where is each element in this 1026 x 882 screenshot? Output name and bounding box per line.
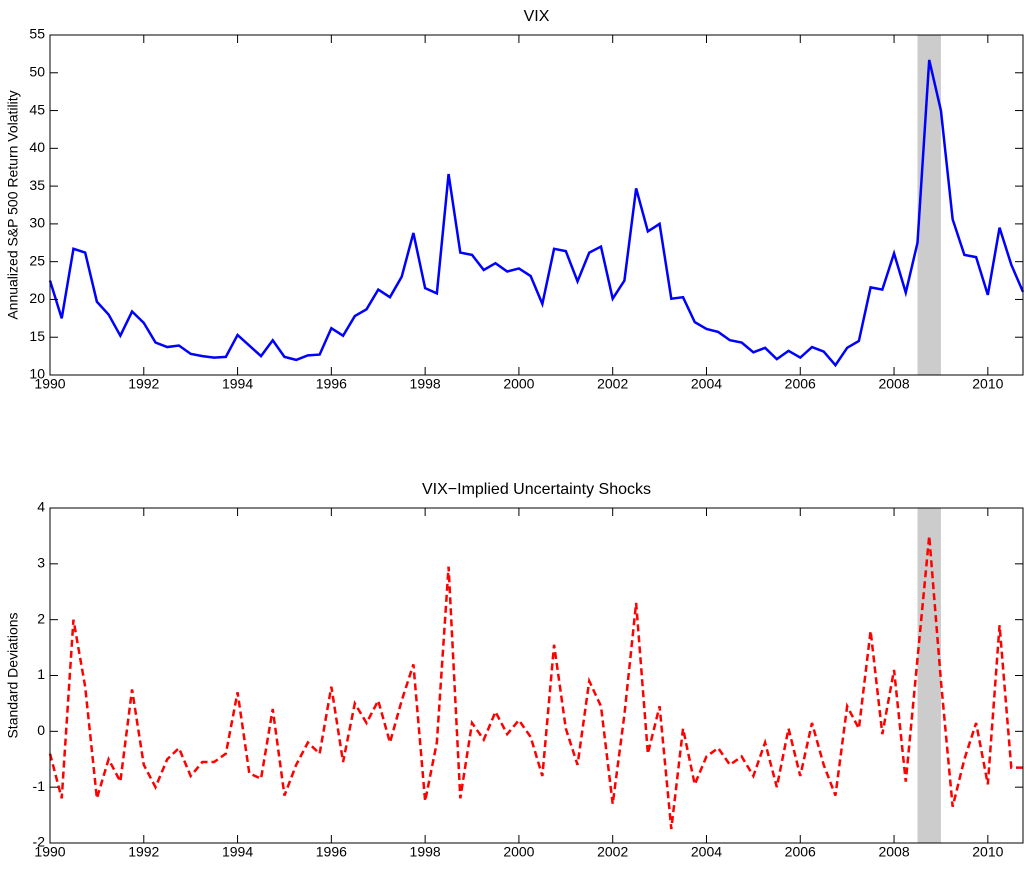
y-tick-label: 40 [29, 139, 45, 155]
y-tick-label: 4 [37, 499, 45, 515]
x-tick-label: 1990 [34, 844, 65, 860]
series-line [48, 59, 1025, 368]
x-tick-label: 2000 [503, 844, 534, 860]
x-tick-label: 2010 [972, 376, 1003, 392]
y-tick-label: 10 [29, 366, 45, 382]
y-tick-label: 55 [29, 26, 45, 42]
x-tick-label: 2004 [691, 376, 722, 392]
y-tick-label: 0 [37, 722, 45, 738]
y-tick-label: 35 [29, 177, 45, 193]
y-axis-label: Standard Deviations [5, 612, 21, 738]
x-tick-label: 2006 [785, 844, 816, 860]
highlight-band [917, 508, 941, 843]
y-tick-label: 20 [29, 290, 45, 306]
y-tick-label: 2 [37, 610, 45, 626]
x-tick-label: 1990 [34, 376, 65, 392]
x-tick-label: 1996 [316, 376, 347, 392]
axes-box [49, 34, 1024, 376]
x-tick-label: 1992 [128, 844, 159, 860]
x-tick-label: 2008 [878, 844, 909, 860]
y-tick-label: 50 [29, 63, 45, 79]
x-tick-label: 1992 [128, 376, 159, 392]
x-tick-label: 2010 [972, 844, 1003, 860]
x-tick-label: 1998 [410, 376, 441, 392]
highlight-band [917, 35, 941, 375]
y-tick-label: 30 [29, 215, 45, 231]
x-tick-label: 2004 [691, 844, 722, 860]
x-tick-label: 1998 [410, 844, 441, 860]
y-tick-label: 3 [37, 555, 45, 571]
y-tick-label: 25 [29, 252, 45, 268]
x-tick-label: 2008 [878, 376, 909, 392]
y-tick-label: 45 [29, 101, 45, 117]
x-tick-label: 2002 [597, 844, 628, 860]
y-axis-label: Annualized S&P 500 Return Volatility [5, 90, 21, 319]
chart-title: VIX [524, 8, 550, 25]
y-tick-label: 1 [37, 666, 45, 682]
x-tick-label: 2000 [503, 376, 534, 392]
chart-title: VIX−Implied Uncertainty Shocks [422, 481, 651, 498]
x-tick-label: 1994 [222, 844, 253, 860]
y-tick-label: 15 [29, 328, 45, 344]
x-tick-label: 2002 [597, 376, 628, 392]
y-tick-label: -2 [33, 834, 46, 850]
x-tick-label: 1996 [316, 844, 347, 860]
x-tick-label: 1994 [222, 376, 253, 392]
y-tick-label: -1 [33, 778, 46, 794]
x-tick-label: 2006 [785, 376, 816, 392]
axes-box [49, 507, 1024, 844]
series-line [48, 535, 1023, 830]
